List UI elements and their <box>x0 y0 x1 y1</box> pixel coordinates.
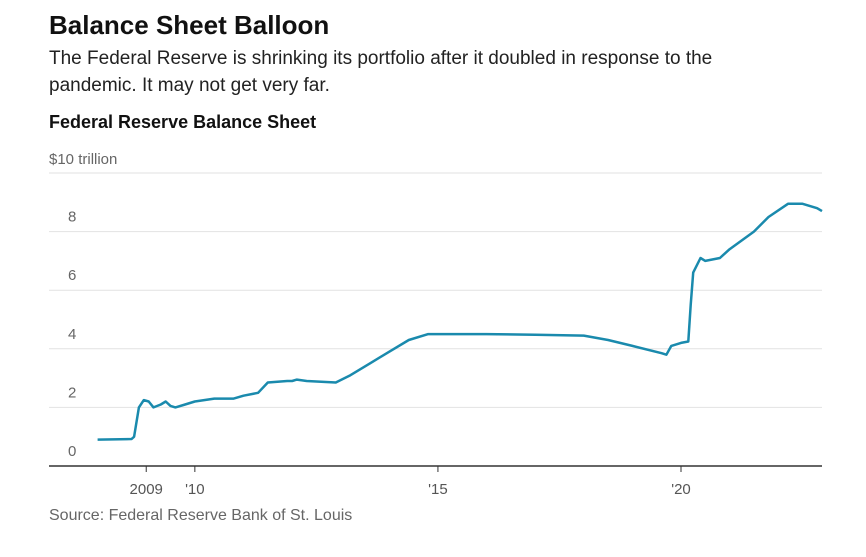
chart-title: Federal Reserve Balance Sheet <box>49 112 316 132</box>
y-tick-label: 4 <box>68 326 76 343</box>
subtitle: pandemic. It may not get very far. <box>49 75 330 96</box>
y-tick-label: 8 <box>68 209 76 226</box>
x-tick-label: '20 <box>671 481 691 498</box>
y-tick-label: $10 trillion <box>49 151 117 168</box>
data-line <box>97 202 823 441</box>
y-tick-label: 6 <box>68 267 76 284</box>
source: Source: Federal Reserve Bank of St. Loui… <box>49 507 352 524</box>
headline: Balance Sheet Balloon <box>49 10 329 40</box>
y-tick-label: 0 <box>68 443 76 460</box>
y-tick-label: 2 <box>68 384 76 401</box>
subtitle: The Federal Reserve is shrinking its por… <box>49 48 712 69</box>
x-tick-label: 2009 <box>130 481 163 498</box>
x-tick-label: '10 <box>185 481 205 498</box>
x-tick-label: '15 <box>428 481 448 498</box>
